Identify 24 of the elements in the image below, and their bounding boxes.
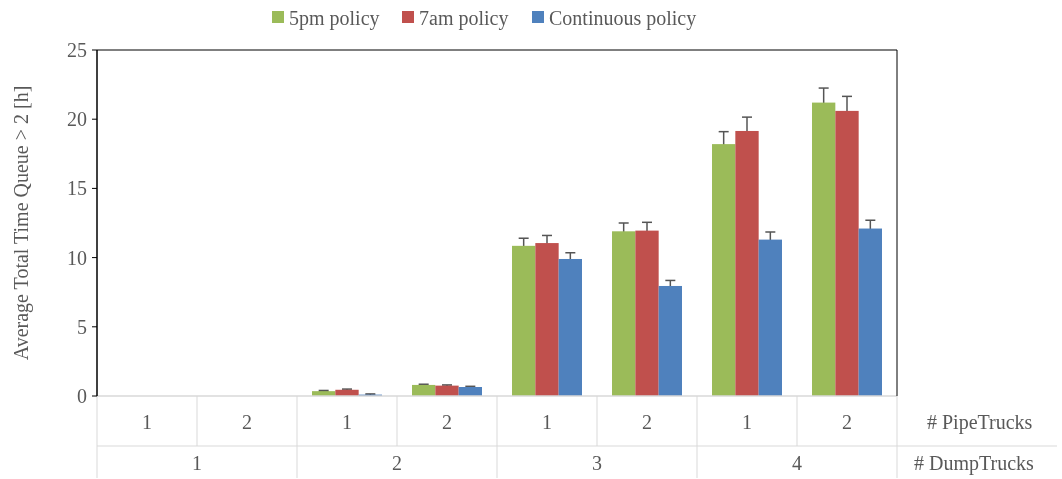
text: # DumpTrucks: [914, 452, 1035, 475]
x-tick-label: 2: [842, 411, 852, 433]
x-tick-label: 2: [242, 411, 252, 433]
y-tick-label: 5: [77, 315, 87, 338]
text: # PipeTrucks: [927, 411, 1033, 434]
x-tick-label: 1: [742, 411, 752, 433]
legend-label: Continuous policy: [549, 7, 697, 30]
x-tick-label: 2: [442, 411, 452, 433]
y-tick-label: 10: [67, 246, 87, 269]
y-tick-label: 15: [67, 177, 87, 200]
x-tick-label: 1: [542, 411, 552, 433]
text: 1: [192, 452, 202, 474]
x-tick-label: 1: [142, 411, 152, 433]
text: 4: [792, 452, 802, 474]
y-axis-title: Average Total Time Queue > 2 [h]: [10, 85, 33, 361]
legend-label: 7am policy: [419, 7, 509, 30]
legend-label: 5pm policy: [289, 7, 380, 30]
text: 2: [392, 452, 402, 474]
y-tick-label: 25: [67, 39, 87, 61]
y-tick-label: 20: [67, 108, 87, 131]
x-tick-label: 1: [342, 411, 352, 433]
x-tick-label: 2: [642, 411, 652, 433]
y-tick-label: 0: [77, 385, 87, 407]
text: 3: [592, 452, 602, 474]
